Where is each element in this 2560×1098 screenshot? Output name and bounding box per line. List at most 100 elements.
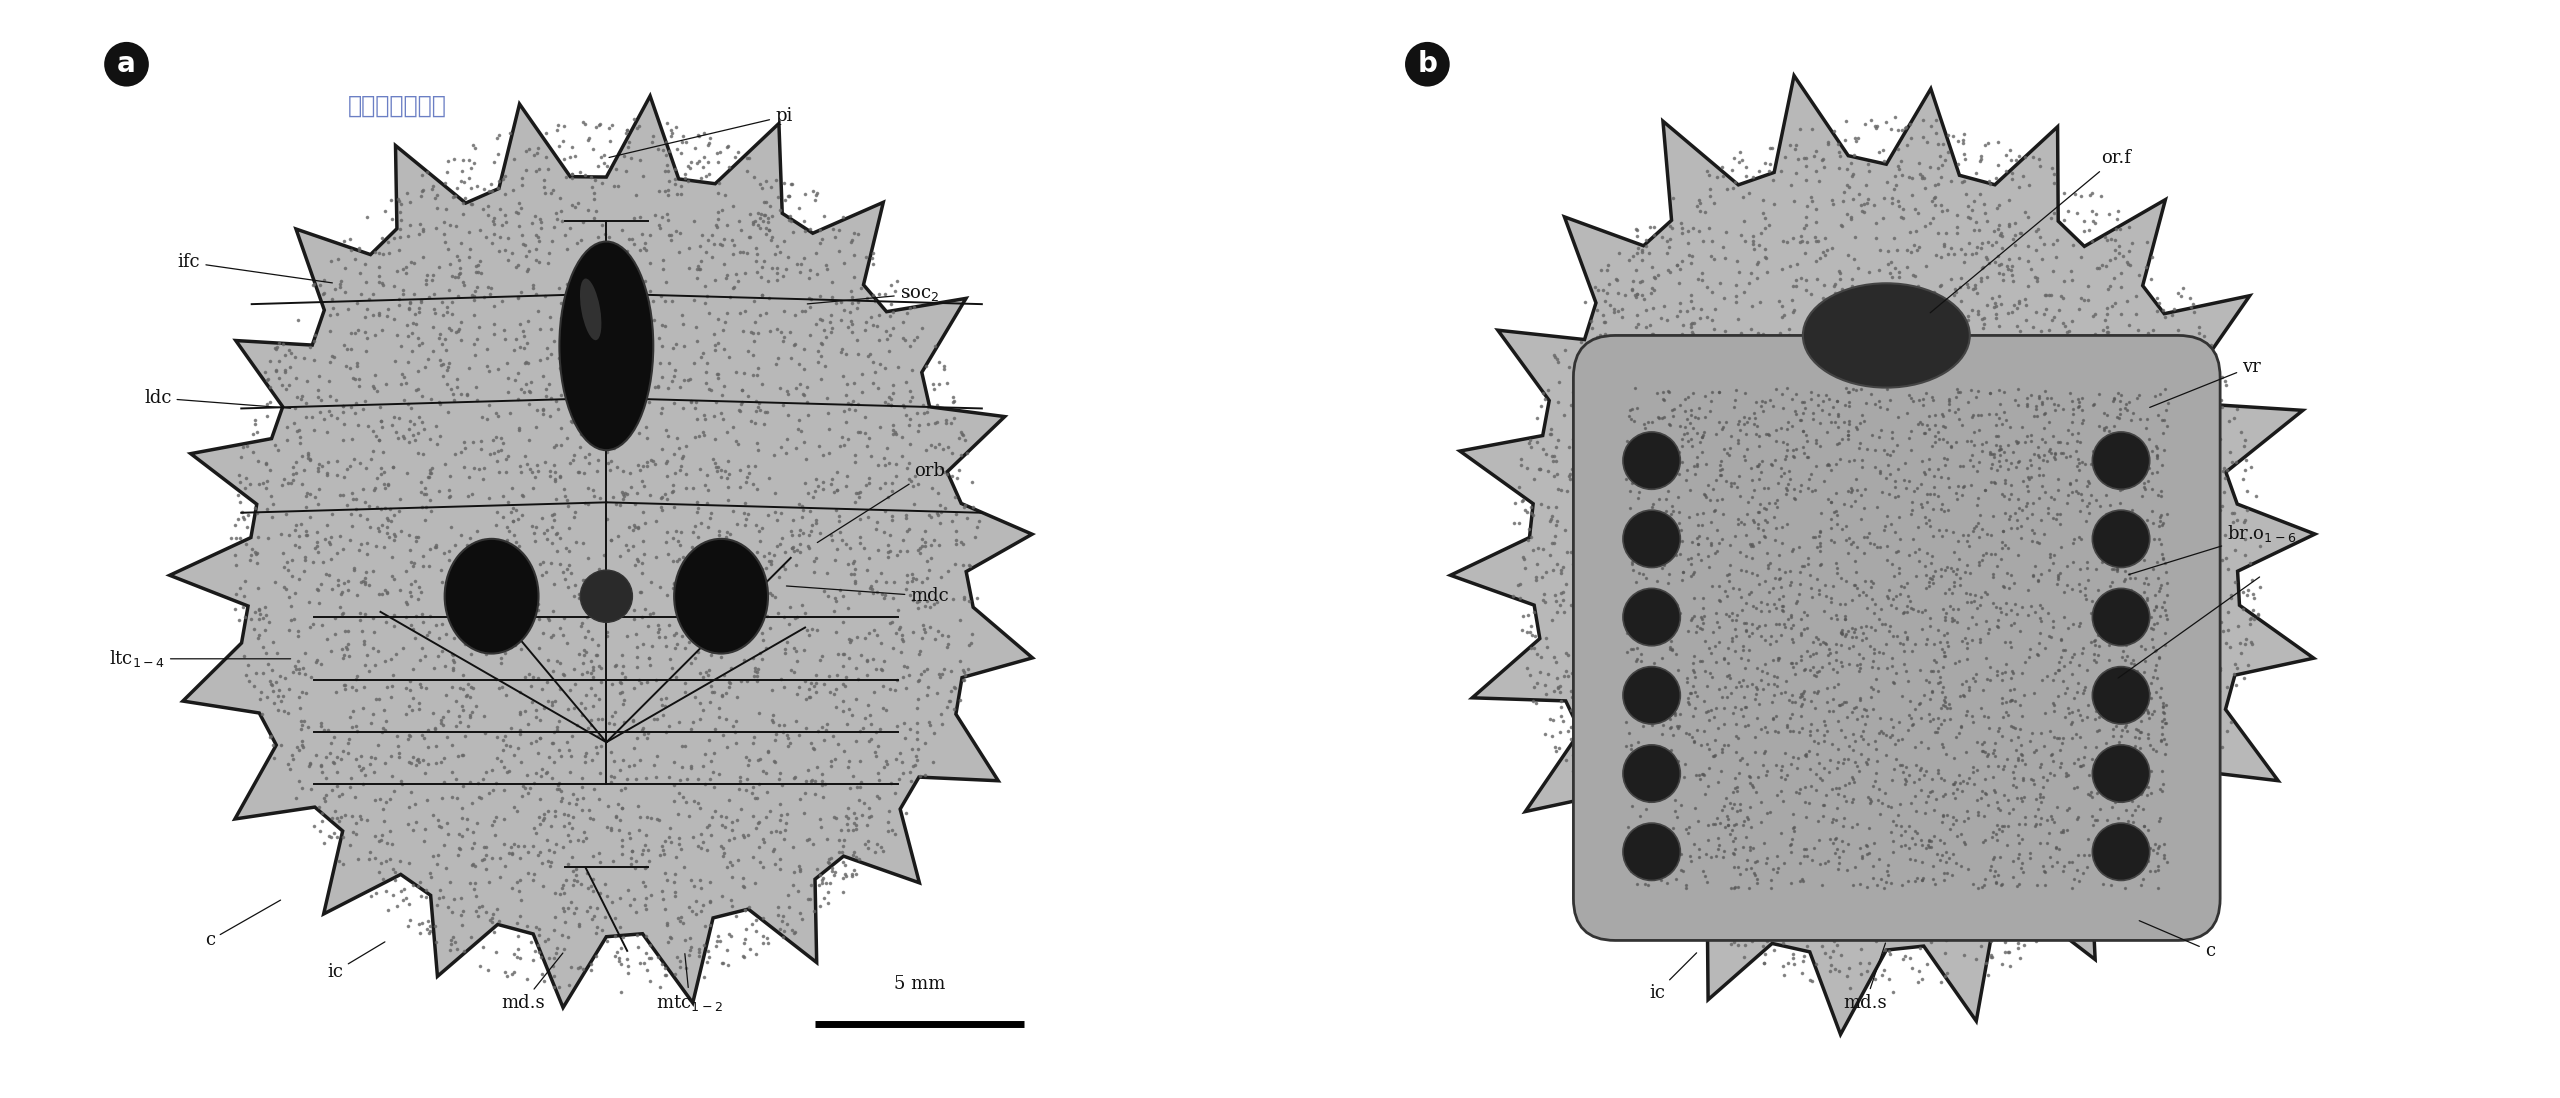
Point [709, 853, 750, 871]
Point [1802, 294, 1843, 312]
Point [2145, 402, 2186, 419]
Point [796, 515, 837, 533]
Point [1603, 393, 1644, 411]
Point [1848, 535, 1889, 552]
Point [740, 814, 781, 831]
Point [1887, 404, 1928, 422]
Point [1682, 600, 1723, 617]
Point [1823, 674, 1864, 692]
Point [858, 306, 899, 324]
Point [1674, 314, 1715, 332]
Point [2143, 441, 2184, 459]
Point [1690, 849, 1731, 866]
Point [1966, 650, 2007, 668]
Point [568, 292, 609, 310]
Point [1684, 703, 1725, 720]
Point [1702, 732, 1743, 750]
Point [2207, 679, 2248, 696]
Point [1907, 716, 1948, 733]
Point [1754, 531, 1795, 549]
Point [1710, 561, 1751, 579]
Point [1979, 451, 2020, 469]
Point [1649, 401, 1690, 418]
Point [594, 407, 635, 425]
Point [840, 722, 881, 740]
Point [502, 486, 543, 504]
Point [2125, 478, 2166, 495]
Point [1564, 619, 1605, 637]
Point [2140, 535, 2181, 552]
Point [1928, 580, 1969, 597]
Point [453, 136, 494, 154]
Point [814, 551, 855, 569]
Point [1917, 621, 1958, 639]
Point [1608, 576, 1649, 594]
Point [532, 957, 573, 975]
Point [1605, 333, 1646, 350]
Point [494, 836, 535, 853]
Point [1928, 804, 1969, 821]
Point [1907, 955, 1948, 973]
Point [1823, 505, 1864, 523]
Point [609, 333, 650, 350]
Point [479, 146, 520, 164]
Point [1951, 630, 1992, 648]
Point [2004, 755, 2045, 773]
Point [2099, 609, 2140, 627]
Point [1892, 715, 1933, 732]
Point [2058, 399, 2099, 416]
Point [745, 784, 786, 802]
Point [640, 977, 681, 995]
Point [2061, 512, 2102, 529]
Point [1779, 854, 1820, 872]
Point [2122, 583, 2163, 601]
Point [1731, 593, 1772, 610]
Point [1551, 702, 1592, 719]
Point [2053, 754, 2094, 772]
Point [1715, 381, 1756, 399]
Point [1874, 415, 1915, 433]
Point [742, 253, 783, 270]
Point [1818, 262, 1859, 280]
Point [722, 381, 763, 399]
Point [251, 508, 292, 526]
Point [806, 404, 847, 422]
Point [581, 921, 622, 939]
Point [945, 590, 986, 607]
Point [371, 886, 412, 904]
Point [1820, 625, 1861, 642]
Point [655, 223, 696, 240]
Point [1879, 585, 1920, 603]
Point [1697, 829, 1738, 847]
Point [2043, 401, 2084, 418]
Point [1741, 393, 1782, 411]
Point [742, 285, 783, 303]
Point [1940, 858, 1981, 875]
Point [1702, 699, 1743, 717]
Point [335, 394, 376, 412]
Point [1603, 850, 1644, 867]
Point [515, 525, 556, 542]
Point [1661, 563, 1702, 581]
Point [538, 720, 579, 738]
Point [763, 928, 804, 945]
Point [635, 379, 676, 396]
Point [1603, 373, 1644, 391]
Point [1869, 942, 1910, 960]
Point [625, 900, 666, 918]
Point [1999, 875, 2040, 893]
Point [1910, 706, 1951, 724]
Point [632, 710, 673, 728]
Point [696, 216, 737, 234]
Point [243, 639, 284, 657]
Point [1884, 583, 1925, 601]
Point [1841, 459, 1882, 477]
Point [223, 587, 264, 605]
Point [2020, 598, 2061, 616]
Point [2199, 659, 2240, 676]
Point [689, 634, 730, 651]
Point [1638, 408, 1679, 426]
Point [1905, 579, 1946, 596]
Point [2092, 727, 2132, 744]
Point [2022, 466, 2063, 483]
